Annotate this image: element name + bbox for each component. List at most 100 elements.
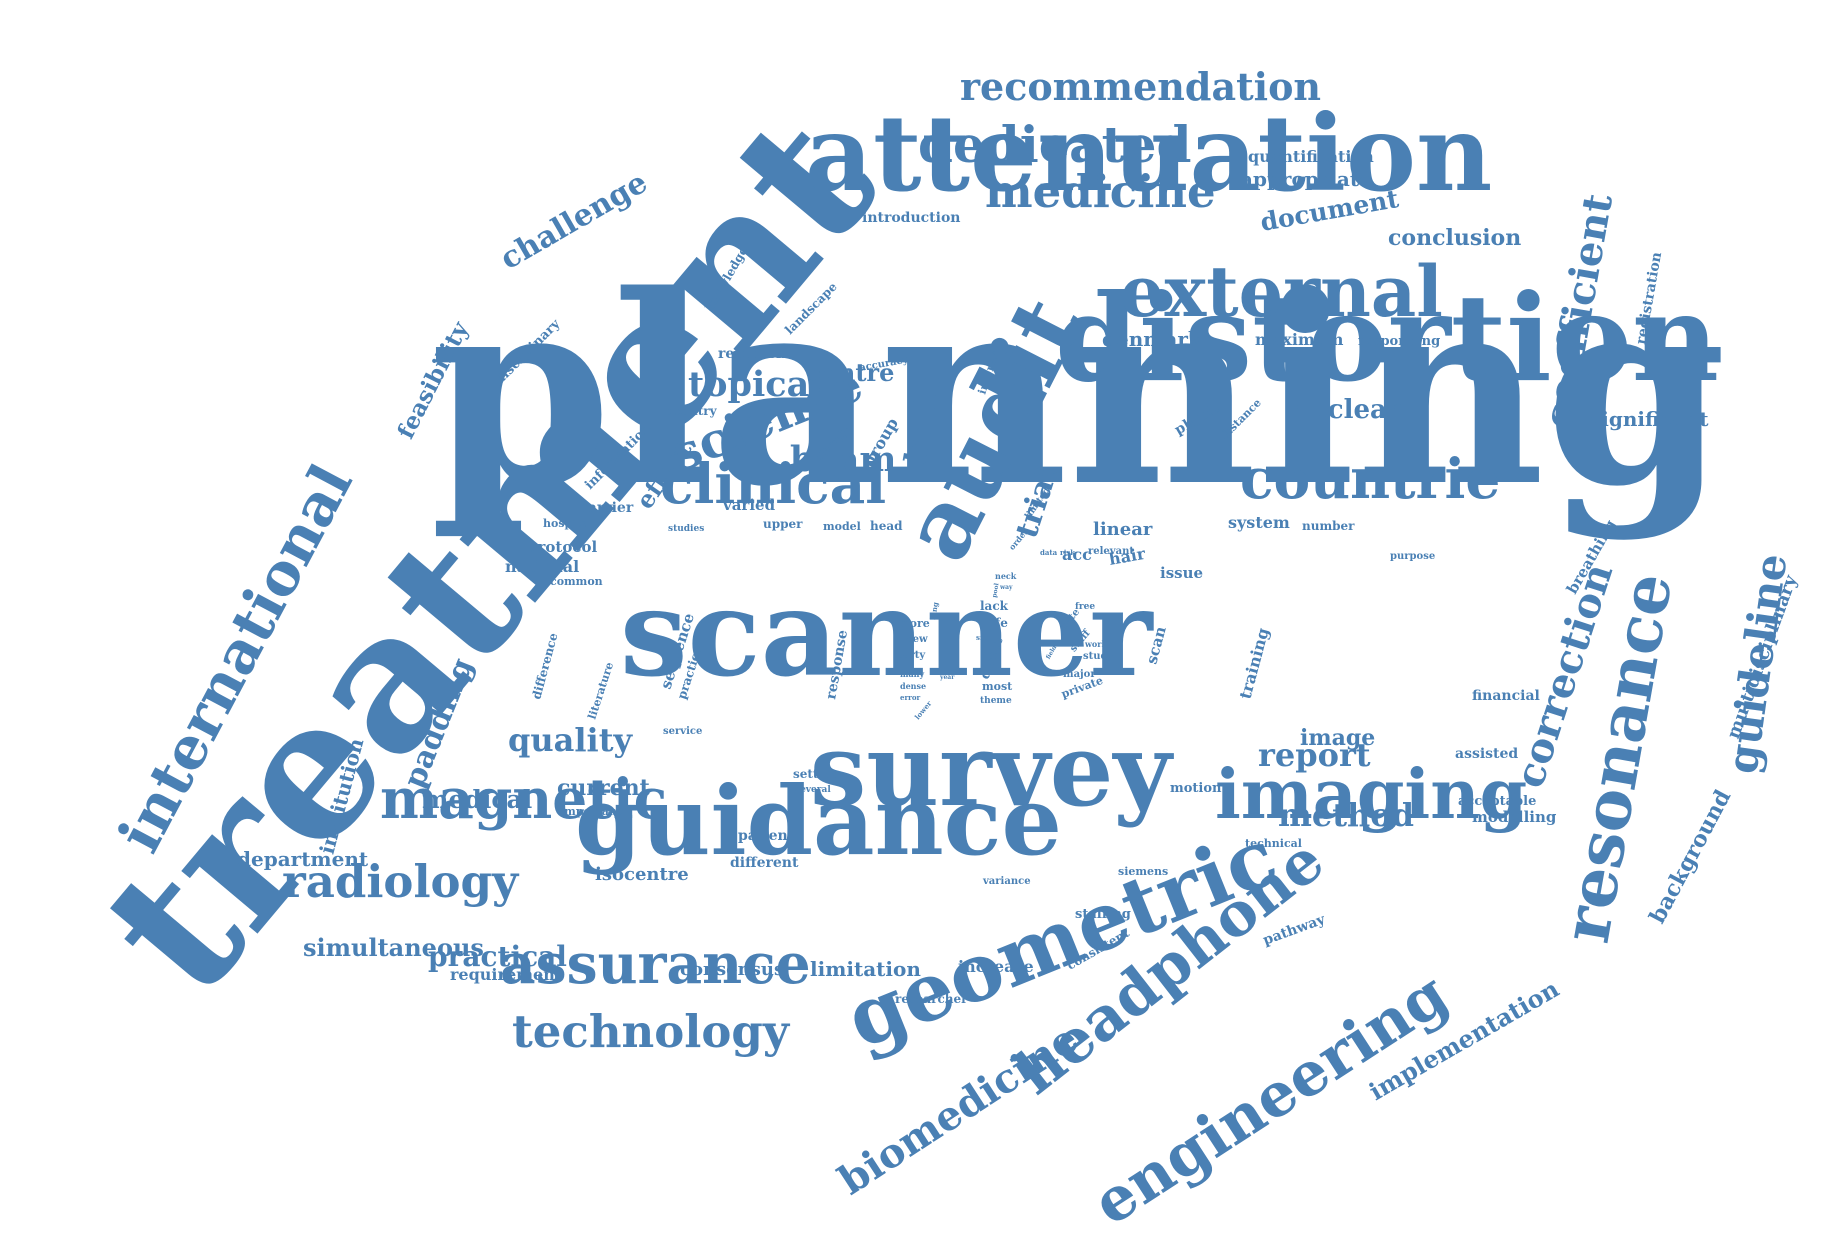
word-quantification: quantification: [1248, 147, 1374, 166]
word-siemens: siemens: [1118, 865, 1169, 878]
word-technology: technology: [512, 1005, 789, 1058]
word-work: work: [1085, 639, 1107, 649]
word-number: number: [1302, 519, 1355, 533]
word-literature: literature: [585, 660, 617, 721]
word-party: party: [896, 650, 926, 661]
word-technical: technical: [1245, 837, 1302, 850]
word-guidance: guidance: [575, 766, 1062, 877]
word-nuclear: nuclear: [1290, 395, 1401, 425]
word-topical: topical: [688, 364, 823, 405]
word-scanner: scanner: [620, 563, 1153, 704]
word-department: department: [237, 847, 369, 871]
word-significant: significant: [1590, 407, 1709, 431]
word-recommendation: recommendation: [960, 64, 1322, 109]
word-site: site: [976, 633, 991, 642]
word-planning: planning: [430, 239, 1727, 544]
word-head: head: [870, 519, 903, 533]
word-error: error: [900, 693, 921, 702]
word-maximum: maximum: [1255, 330, 1344, 349]
word-hospital: hospital: [543, 517, 593, 530]
word-upper: upper: [763, 517, 803, 531]
word-setting: setting: [793, 767, 841, 781]
word-theme: theme: [980, 696, 1012, 706]
word-modelling: modelling: [1472, 808, 1557, 826]
word-model: model: [823, 520, 861, 533]
word-major: major: [1063, 669, 1096, 680]
word-attenuation: attenuation: [805, 91, 1493, 215]
word-national: national: [505, 557, 580, 576]
word-relevant: relevant: [1088, 546, 1134, 557]
word-isocentre: isocentre: [595, 864, 689, 885]
word-method: method: [1278, 796, 1414, 834]
word-appropriate: appropriate: [1240, 167, 1372, 191]
word-financial: financial: [1472, 688, 1540, 704]
word-assurance: assurance: [500, 931, 811, 996]
word-current: current: [557, 775, 650, 801]
word-lack: lack: [980, 599, 1008, 613]
word-countrie: countrie: [1240, 446, 1501, 511]
word-quality: quality: [508, 721, 633, 759]
word-report: report: [1258, 736, 1371, 774]
word-study: study: [1083, 651, 1114, 662]
word-issue: issue: [1160, 564, 1204, 582]
word-denmark: denmark: [1102, 327, 1202, 351]
word-way: way: [1000, 584, 1013, 591]
word-survey: survey: [810, 711, 1172, 829]
word-protocol: protocol: [527, 538, 598, 556]
word-magnetic: magnetic: [380, 766, 668, 831]
word-common: common: [550, 575, 603, 588]
word-view: view: [903, 634, 928, 645]
word-image: image: [1300, 725, 1376, 751]
word-increase: increase: [958, 957, 1034, 976]
word-research: research: [718, 346, 787, 362]
word-centre: centre: [808, 358, 895, 387]
word-training: training: [1235, 625, 1273, 702]
word-beam: beam: [790, 439, 897, 480]
word-medical: medical: [422, 785, 533, 814]
word-system: system: [1228, 513, 1290, 532]
word-simultaneous: simultaneous: [303, 933, 484, 962]
word-consensus: consensus: [680, 959, 785, 980]
word-varied: varied: [723, 496, 776, 514]
word-external: external: [1120, 250, 1443, 333]
word-acceptable: acceptable: [1458, 794, 1537, 809]
word-studies: studies: [668, 524, 705, 534]
word-many: many: [900, 669, 925, 679]
word-most: most: [982, 680, 1013, 693]
word-requirement: requirement: [450, 965, 563, 984]
word-variance: variance: [983, 876, 1031, 887]
word-introduction: introduction: [862, 210, 961, 226]
word-service: service: [663, 726, 703, 737]
word-barrier: barrier: [578, 500, 634, 516]
word-important: important: [560, 805, 622, 818]
word-year: year: [940, 674, 955, 681]
word-conclusion: conclusion: [1388, 225, 1522, 251]
word-country: country: [665, 404, 717, 418]
word-limitation: limitation: [810, 957, 921, 981]
word-medicine: medicine: [985, 165, 1216, 218]
word-distortion: distortion: [1055, 268, 1720, 409]
word-free: free: [1075, 602, 1096, 612]
word-different: different: [730, 855, 799, 871]
word-neck: neck: [995, 571, 1017, 581]
word-imaging: imaging: [1215, 755, 1528, 835]
word-background: background: [1644, 785, 1737, 928]
word-assisted: assisted: [1455, 746, 1519, 762]
word-purpose: purpose: [1390, 551, 1436, 562]
word-life: life: [986, 616, 1008, 630]
word-acc: acc: [1062, 545, 1092, 564]
word-several: several: [795, 785, 831, 795]
word-radiology: radiology: [282, 855, 519, 908]
word-motion: motion: [1170, 781, 1222, 796]
word-dense: dense: [900, 681, 927, 691]
word-staffing: staffing: [1075, 907, 1131, 922]
word-data: data: [1040, 548, 1058, 557]
word-responding: responding: [1358, 334, 1441, 349]
word-clinical: clinical: [660, 451, 887, 516]
word-patient: patient: [738, 828, 795, 844]
word-practical: practical: [428, 940, 567, 973]
word-dedicated: dedicated: [918, 115, 1192, 174]
word-linear: linear: [1093, 519, 1153, 540]
word-researcher: researcher: [895, 992, 968, 1006]
